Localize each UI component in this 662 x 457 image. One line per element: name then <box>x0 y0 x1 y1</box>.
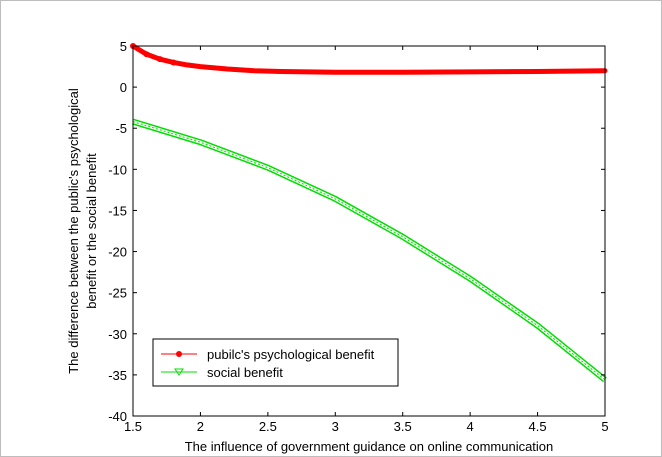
y-tick-label: -10 <box>108 162 127 177</box>
y-tick-label: 5 <box>120 39 127 54</box>
y-tick-label: 0 <box>120 80 127 95</box>
y-axis-label-line-1: The difference between the public's psyc… <box>66 88 81 374</box>
legend: pubilc's psychological benefit social ben… <box>152 338 399 387</box>
y-tick-label: -15 <box>108 203 127 218</box>
y-tick-label: -35 <box>108 368 127 383</box>
x-tick-label: 1.5 <box>124 419 142 434</box>
y-tick-label: -5 <box>115 121 127 136</box>
series-band-core-1 <box>132 120 606 381</box>
legend-label: pubilc's psychological benefit <box>207 347 375 362</box>
legend-box <box>152 338 399 387</box>
data-point <box>170 59 177 66</box>
x-tick-label: 4.5 <box>529 419 547 434</box>
y-tick-label: -20 <box>108 245 127 260</box>
y-tick-label: -40 <box>108 409 127 424</box>
x-tick-label: 5 <box>601 419 608 434</box>
legend-marker <box>174 368 184 376</box>
y-axis-label-line-2: benefit or the social benefit <box>84 153 99 309</box>
y-tick-label: -30 <box>108 327 127 342</box>
x-tick-label: 3.5 <box>394 419 412 434</box>
plot-area <box>132 45 606 417</box>
series-line-0 <box>130 43 608 75</box>
x-axis-label: The influence of government guidance on … <box>185 439 554 454</box>
x-tick-label: 4 <box>467 419 474 434</box>
x-tick-label: 2.5 <box>259 419 277 434</box>
x-tick-label: 3 <box>332 419 339 434</box>
y-tick-label: -25 <box>108 286 127 301</box>
data-point <box>143 51 150 58</box>
legend-marker <box>176 351 182 357</box>
legend-label: social benefit <box>207 365 283 380</box>
series-layer <box>130 43 608 383</box>
axis-ticks: 1.5 2 2.5 3 3.5 4 4.5 5 -40 -35 -30 -25 -20 -15 -10 -5 0… <box>108 39 608 434</box>
data-point <box>156 56 163 63</box>
x-tick-label: 2 <box>197 419 204 434</box>
